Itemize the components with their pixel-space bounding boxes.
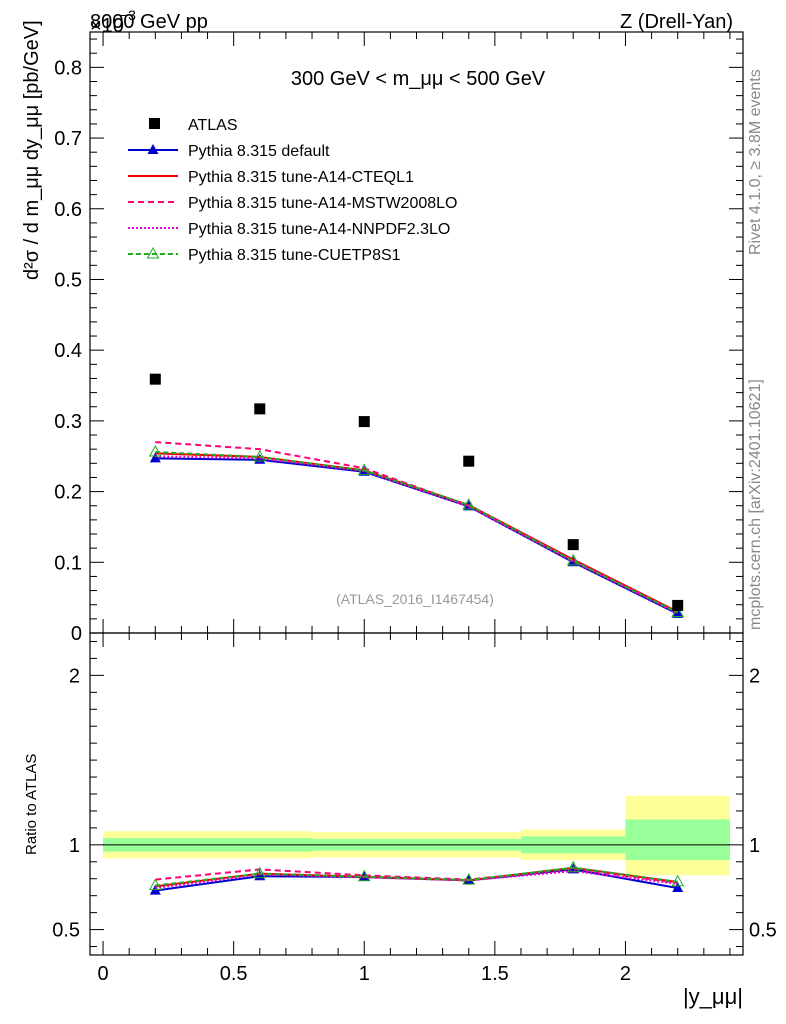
point-open-triangle bbox=[253, 449, 267, 462]
point-open-triangle bbox=[253, 866, 267, 879]
main-y-tick-label: 0.6 bbox=[54, 199, 82, 221]
legend-atlas-marker bbox=[149, 118, 160, 129]
point-open-triangle bbox=[671, 874, 685, 887]
legend-label: Pythia 8.315 tune-A14-NNPDF2.3LO bbox=[188, 221, 450, 238]
ratio-y-tick-label-right: 0.5 bbox=[749, 920, 777, 942]
mcplots-label: mcplots.cern.ch [arXiv:2401.10621] bbox=[747, 379, 764, 630]
ratio-y-tick-label: 0.5 bbox=[52, 920, 80, 942]
main-y-tick-label: 0.4 bbox=[54, 340, 82, 362]
watermark: (ATLAS_2016_I1467454) bbox=[336, 591, 494, 607]
point-open-triangle bbox=[146, 246, 160, 259]
legend-label: Pythia 8.315 tune-CUETP8S1 bbox=[188, 247, 401, 264]
point-open-triangle bbox=[566, 553, 580, 566]
main-series-line bbox=[155, 452, 679, 613]
point-open-triangle bbox=[671, 605, 685, 617]
ratio-series-layer bbox=[148, 860, 685, 895]
x-tick-label: 1 bbox=[359, 963, 370, 985]
main-series-layer bbox=[148, 373, 685, 618]
legend-label: ATLAS bbox=[188, 117, 238, 134]
main-y-tick-label: 0.3 bbox=[54, 411, 82, 433]
main-title: 300 GeV < m_μμ < 500 GeV bbox=[291, 68, 546, 90]
ratio-y-label: Ratio to ATLAS bbox=[23, 754, 40, 855]
point-triangle bbox=[147, 144, 159, 154]
header-left: 8000 GeV pp bbox=[90, 11, 208, 33]
axes-layer: 0.1 0.2 0.3 0.4 0.5 0.6 0.7 0.8 0 0 0.5 1 1.5 2 0.5 0.5… bbox=[52, 31, 777, 985]
main-y-tick-label: 0.7 bbox=[54, 128, 82, 150]
point-open-triangle bbox=[462, 497, 476, 510]
point-open-triangle bbox=[566, 860, 580, 873]
exponent-value: −3 bbox=[120, 7, 136, 23]
x-tick-label: 1.5 bbox=[481, 963, 509, 985]
main-y-label: d²σ / d m_μμ dy_μμ [pb/GeV] bbox=[21, 20, 43, 280]
x-tick-label: 2 bbox=[620, 963, 631, 985]
point-triangle bbox=[672, 607, 684, 618]
point-open-triangle bbox=[148, 444, 162, 457]
atlas-data-point bbox=[567, 539, 579, 551]
atlas-data-point bbox=[463, 455, 475, 467]
legend-label: Pythia 8.315 tune-A14-CTEQL1 bbox=[188, 169, 414, 186]
atlas-data-point bbox=[672, 599, 684, 611]
x-tick-label: 0 bbox=[97, 963, 108, 985]
ratio-y-tick-label: 1 bbox=[69, 835, 80, 857]
atlas-data-point bbox=[149, 373, 161, 385]
ratio-bands bbox=[103, 795, 730, 876]
x-axis-label: |y_μμ| bbox=[683, 984, 743, 1009]
main-y-tick-label: 0.8 bbox=[54, 57, 82, 79]
atlas-data-point bbox=[254, 403, 266, 415]
exponent-prefix: ×10 bbox=[90, 15, 124, 37]
ratio-frame bbox=[89, 632, 744, 956]
ratio-y-tick-label-right: 2 bbox=[749, 665, 760, 687]
point-triangle bbox=[672, 882, 684, 893]
rivet-label: Rivet 4.1.0, ≥ 3.8M events bbox=[747, 69, 764, 255]
main-y-tick-label-zero: 0 bbox=[71, 623, 82, 645]
main-y-tick-label: 0.5 bbox=[54, 269, 82, 291]
legend: ATLAS Pythia 8.315 default Pythia 8.315 tu… bbox=[128, 117, 457, 264]
point-triangle bbox=[149, 452, 161, 463]
point-open-triangle bbox=[148, 878, 162, 891]
band-stat bbox=[625, 819, 730, 861]
x-tick-label: 0.5 bbox=[220, 963, 248, 985]
point-open-triangle bbox=[357, 869, 371, 882]
ratio-series-line bbox=[155, 870, 678, 890]
point-open-triangle bbox=[357, 463, 371, 475]
ratio-series-line bbox=[155, 867, 678, 884]
main-y-tick-label: 0.2 bbox=[54, 482, 82, 504]
main-series-line bbox=[155, 441, 679, 614]
ratio-y-tick-label-right: 1 bbox=[749, 835, 760, 857]
header-right: Z (Drell-Yan) bbox=[620, 11, 733, 33]
legend-label: Pythia 8.315 default bbox=[188, 143, 330, 160]
point-open-triangle bbox=[462, 873, 476, 885]
ratio-y-tick-label: 2 bbox=[69, 665, 80, 687]
main-y-tick-label: 0.1 bbox=[54, 552, 82, 574]
main-series-line bbox=[155, 450, 679, 614]
ratio-series-line bbox=[155, 866, 678, 887]
legend-label: Pythia 8.315 tune-A14-MSTW2008LO bbox=[188, 195, 457, 212]
atlas-data-point bbox=[358, 416, 370, 428]
main-series-line bbox=[155, 455, 679, 615]
